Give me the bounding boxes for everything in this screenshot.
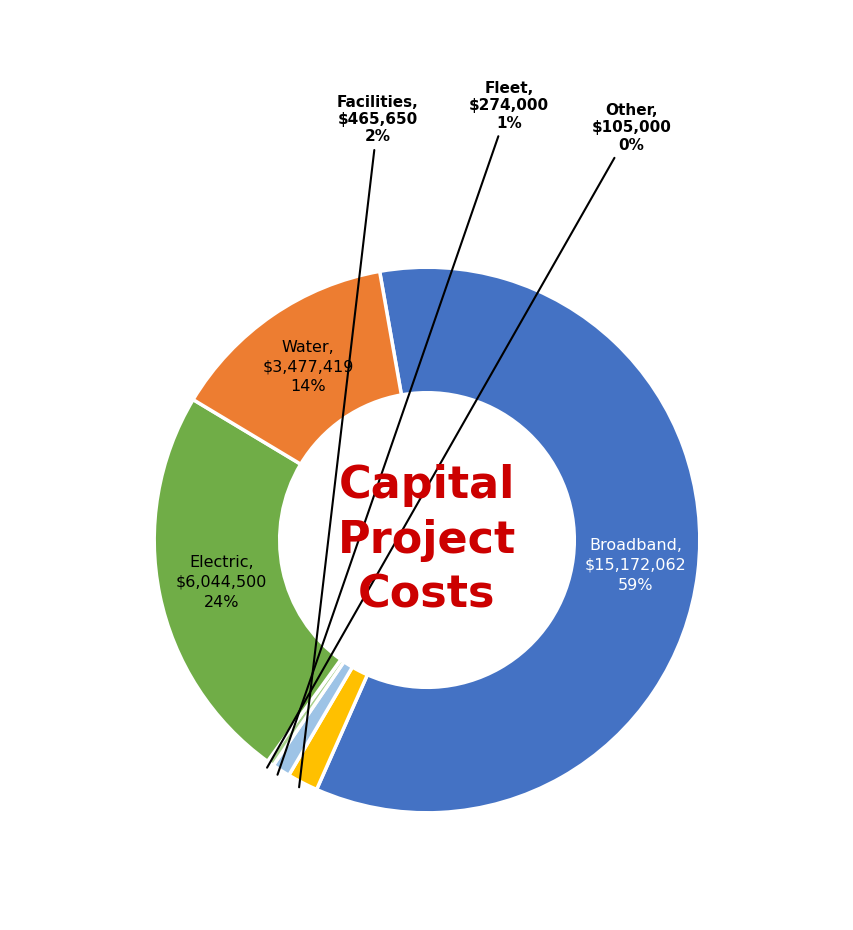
Wedge shape [273, 662, 352, 776]
Text: Capital
Project
Costs: Capital Project Costs [338, 464, 515, 617]
Text: Other,
$105,000
0%: Other, $105,000 0% [267, 103, 670, 767]
Text: Broadband,
$15,172,062
59%: Broadband, $15,172,062 59% [584, 538, 686, 592]
Text: Facilities,
$465,650
2%: Facilities, $465,650 2% [299, 95, 418, 788]
Wedge shape [288, 667, 367, 790]
Wedge shape [267, 659, 344, 765]
Text: Electric,
$6,044,500
24%: Electric, $6,044,500 24% [176, 555, 267, 610]
Wedge shape [154, 400, 340, 762]
Wedge shape [193, 272, 401, 464]
Text: Fleet,
$274,000
1%: Fleet, $274,000 1% [277, 81, 548, 775]
Text: Water,
$3,477,419
14%: Water, $3,477,419 14% [262, 339, 353, 394]
Wedge shape [316, 267, 699, 813]
